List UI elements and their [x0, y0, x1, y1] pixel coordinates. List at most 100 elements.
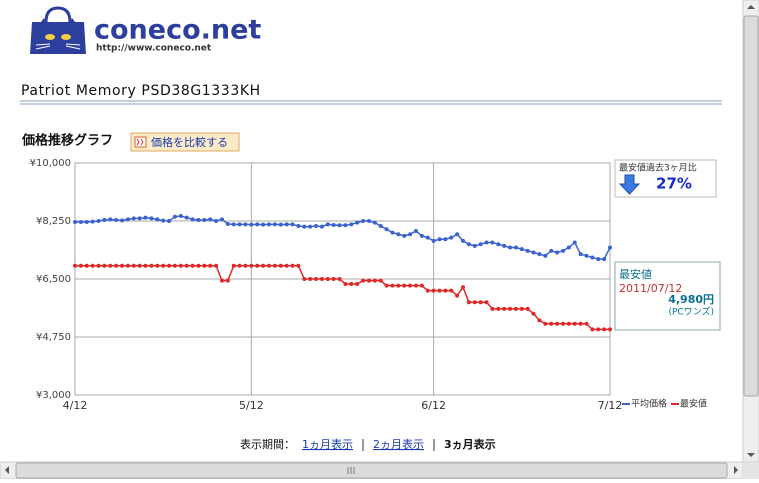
point [431, 238, 436, 243]
point [596, 257, 601, 262]
point [496, 242, 501, 247]
point [314, 277, 319, 281]
point [219, 278, 224, 283]
period-link[interactable]: 1ヵ月表示 [302, 437, 353, 451]
point [484, 240, 489, 245]
legend-label: 平均価格 [631, 398, 667, 410]
point [308, 277, 313, 281]
point [214, 263, 219, 268]
button-label: 価格を比較する [151, 135, 228, 149]
point [284, 263, 289, 268]
compare-button[interactable]: 価格を比較する [130, 132, 240, 152]
point [143, 215, 148, 220]
point [396, 232, 401, 237]
logo-bag [30, 22, 86, 54]
point [508, 245, 513, 250]
point [243, 263, 248, 268]
point [255, 263, 260, 268]
point [178, 263, 183, 268]
x-tick-label: 5/12 [239, 399, 264, 412]
point [96, 219, 101, 223]
comparison-value: 27% [656, 175, 692, 193]
logo[interactable]: coneco.net http://www.coneco.net [30, 6, 261, 54]
point [278, 263, 283, 268]
point [202, 218, 207, 223]
point [208, 217, 213, 222]
point [196, 218, 201, 223]
point [120, 218, 125, 223]
point [114, 263, 119, 268]
point [84, 219, 89, 224]
point [502, 243, 507, 248]
point [537, 318, 542, 323]
point [402, 283, 407, 288]
point [466, 300, 471, 305]
point [413, 283, 418, 288]
point [78, 263, 83, 268]
down-arrow [618, 174, 641, 195]
point [378, 278, 383, 283]
point [267, 263, 272, 268]
h-scroll-grip [347, 467, 355, 474]
point [237, 222, 242, 227]
point [549, 321, 554, 326]
point [461, 238, 466, 243]
point [425, 288, 430, 293]
point [190, 263, 195, 268]
point [366, 219, 371, 223]
point [349, 222, 354, 227]
point [513, 245, 518, 250]
point [519, 306, 524, 311]
point [302, 224, 307, 229]
point [443, 288, 448, 293]
point [525, 306, 530, 311]
point [537, 252, 542, 257]
v-scroll-thumb[interactable] [743, 15, 759, 397]
point [337, 223, 342, 228]
point [543, 253, 548, 258]
button-box [130, 132, 240, 152]
point [484, 300, 489, 305]
point [343, 223, 348, 228]
point [296, 263, 301, 268]
point [384, 283, 389, 288]
point [161, 263, 166, 268]
point [549, 248, 554, 253]
point [355, 281, 360, 286]
lowest-label: 最安値 [619, 267, 652, 281]
point [566, 245, 571, 250]
point [331, 222, 336, 227]
point [461, 285, 466, 290]
point [155, 217, 160, 222]
point [90, 263, 95, 268]
lowest-shop[interactable]: (PCワンズ) [668, 306, 714, 318]
period-link[interactable]: 2ヵ月表示 [373, 437, 424, 451]
point [325, 222, 330, 227]
y-tick-label: ¥6,500 [36, 274, 71, 285]
point [378, 223, 383, 228]
h-scroll-thumb[interactable] [15, 462, 728, 479]
point [543, 321, 548, 326]
point [572, 321, 577, 326]
point [255, 222, 260, 227]
logo-text: coneco.net [94, 15, 261, 46]
point [355, 220, 360, 225]
point [449, 288, 454, 293]
point [319, 277, 324, 281]
point [490, 240, 495, 245]
point [272, 222, 277, 227]
scroll-corner [743, 462, 759, 479]
point [267, 222, 272, 227]
point [566, 321, 571, 326]
point [131, 216, 136, 221]
point [390, 230, 395, 235]
point [590, 255, 595, 260]
point [555, 321, 560, 326]
point [596, 327, 601, 332]
point [531, 250, 536, 255]
point [525, 248, 530, 253]
point [184, 215, 189, 220]
point [472, 243, 477, 248]
point [419, 233, 424, 238]
